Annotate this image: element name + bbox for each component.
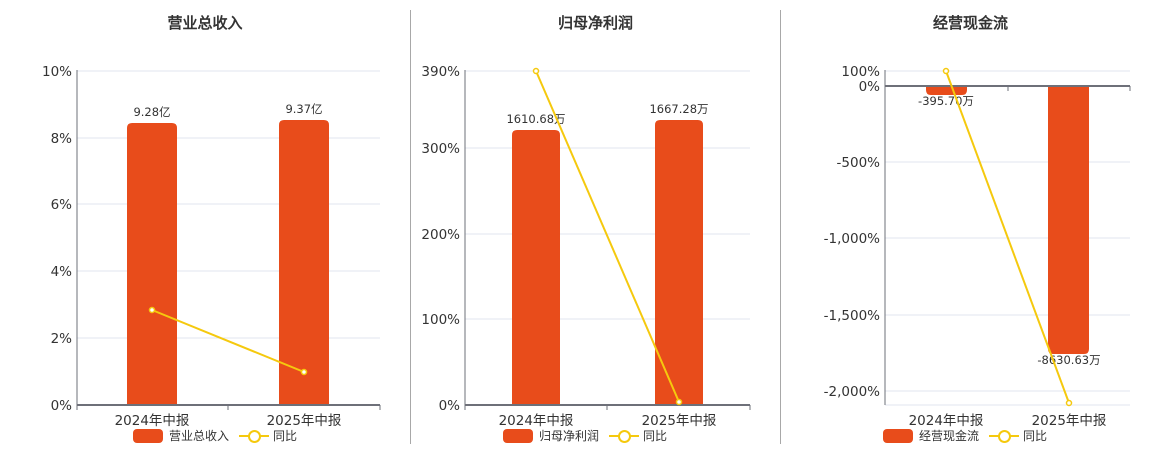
bar-2024[interactable] (512, 130, 560, 405)
svg-text:300%: 300% (421, 141, 460, 157)
legend-line-icon[interactable] (989, 429, 1020, 443)
bar-label: 1610.68万 (506, 112, 565, 126)
yoy-line (535, 70, 680, 403)
yoy-point[interactable] (675, 398, 683, 406)
legend-line-label[interactable]: 同比 (1023, 429, 1048, 443)
yoy-point[interactable] (942, 67, 950, 75)
svg-text:10%: 10% (42, 64, 72, 80)
x-axis-label: 2025年中报 (1032, 413, 1107, 429)
svg-text:8%: 8% (51, 131, 73, 147)
svg-text:-1,000%: -1,000% (824, 231, 881, 247)
legend-bar-swatch[interactable] (503, 428, 533, 443)
legend-line-icon[interactable] (609, 429, 640, 443)
y-axis-labels: 10% 8% 6% 4% 2% 0% (42, 64, 72, 414)
panel-separator (780, 10, 781, 444)
chart-title: 归母净利润 (557, 14, 633, 32)
x-axis-label: 2025年中报 (267, 413, 342, 429)
svg-text:2%: 2% (51, 331, 73, 347)
legend-line-label[interactable]: 同比 (643, 429, 668, 443)
svg-text:100%: 100% (841, 64, 880, 80)
x-axis-label: 2024年中报 (499, 413, 574, 429)
legend: 经营现金流 同比 (883, 427, 1047, 444)
bar-label: 9.37亿 (285, 102, 322, 116)
legend-bar-label[interactable]: 归母净利润 (539, 429, 600, 443)
svg-text:390%: 390% (421, 64, 460, 80)
svg-text:6%: 6% (51, 197, 73, 213)
yoy-point[interactable] (300, 368, 308, 376)
svg-text:0%: 0% (439, 398, 461, 414)
legend-line-icon[interactable] (239, 429, 270, 443)
bar-2024[interactable] (926, 86, 967, 95)
svg-text:-2,000%: -2,000% (824, 384, 881, 400)
yoy-point[interactable] (148, 306, 156, 314)
yoy-line (151, 309, 305, 373)
legend-line-label[interactable]: 同比 (273, 429, 298, 443)
svg-text:200%: 200% (421, 227, 460, 243)
yoy-point[interactable] (532, 67, 540, 75)
svg-text:0%: 0% (51, 398, 73, 414)
chart-panel-net-profit: 归母净利润 (411, 0, 780, 450)
bar-label: 1667.28万 (649, 102, 708, 116)
legend-bar-label[interactable]: 经营现金流 (919, 429, 980, 443)
yoy-point[interactable] (1065, 399, 1073, 407)
svg-text:100%: 100% (421, 312, 460, 328)
chart-panel-operating-cash-flow: 经营现金流 (781, 0, 1160, 450)
bar-label: 9.28亿 (133, 105, 170, 119)
x-axis-label: 2024年中报 (909, 413, 984, 429)
panel-separator (410, 10, 411, 444)
legend-bar-swatch[interactable] (133, 428, 163, 443)
x-axis-label: 2024年中报 (115, 413, 190, 429)
yoy-line (945, 70, 1070, 404)
y-axis-labels: 390% 300% 200% 100% 0% (421, 64, 460, 414)
chart-title: 经营现金流 (932, 14, 1008, 32)
legend: 营业总收入 同比 (133, 427, 297, 444)
bar-label: -395.70万 (918, 94, 974, 108)
svg-text:-500%: -500% (837, 155, 881, 171)
x-axis-label: 2025年中报 (642, 413, 717, 429)
legend-bar-swatch[interactable] (883, 428, 913, 443)
svg-text:0%: 0% (859, 79, 881, 95)
svg-text:4%: 4% (51, 264, 73, 280)
chart-panel-revenue: 营业总收入 (0, 0, 410, 450)
legend-bar-label[interactable]: 营业总收入 (169, 429, 230, 443)
chart-title: 营业总收入 (167, 14, 243, 32)
bar-2025[interactable] (1048, 86, 1089, 354)
legend: 归母净利润 同比 (503, 427, 667, 444)
bar-2025[interactable] (655, 120, 703, 405)
svg-text:-1,500%: -1,500% (824, 308, 881, 324)
bar-label: -8630.63万 (1037, 353, 1100, 367)
y-axis-labels: 100% 0% -500% -1,000% -1,500% -2,000% (824, 64, 881, 400)
bar-2024[interactable] (127, 123, 177, 405)
bar-2025[interactable] (279, 120, 329, 405)
